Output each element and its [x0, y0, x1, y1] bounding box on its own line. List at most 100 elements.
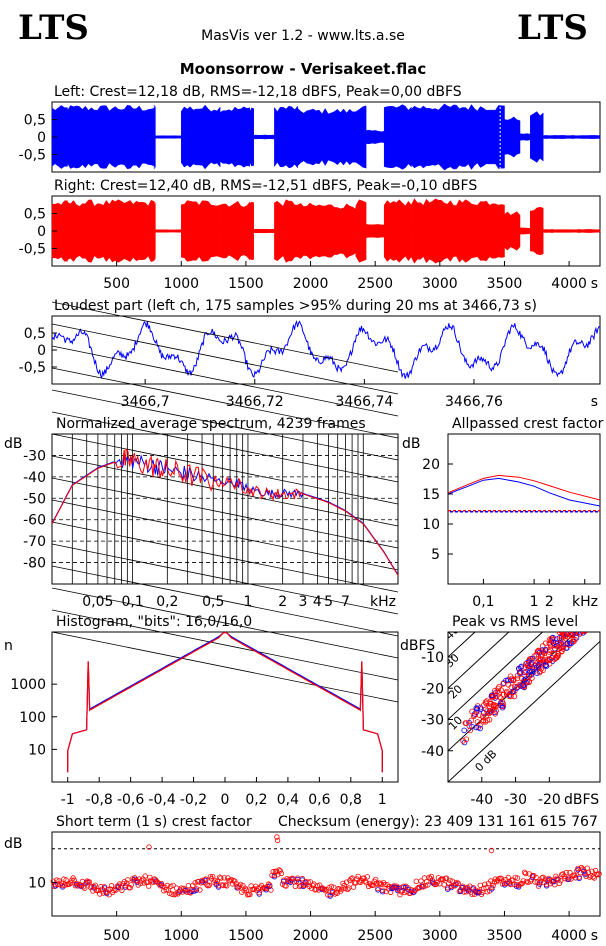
- pvr-point: [589, 610, 594, 615]
- pvr-point: [582, 619, 587, 624]
- loudest-part-title: Loudest part (left ch, 175 samples >95% …: [54, 298, 537, 314]
- stc-point-right: [170, 882, 176, 889]
- pvr-point: [578, 624, 583, 629]
- stc-point-right: [105, 886, 111, 893]
- pvr-point: [550, 640, 557, 646]
- crest-series-line: [447, 477, 601, 507]
- ytick-label: 0,5: [24, 113, 46, 129]
- stc-point-right: [128, 882, 134, 888]
- stc-point-right: [592, 867, 599, 874]
- stc-point-right: [469, 891, 475, 897]
- stc-point-right: [278, 870, 284, 877]
- xtick-label: 3466,76: [445, 394, 503, 410]
- crest-series-line: [447, 474, 601, 501]
- pvr-point: [534, 670, 540, 676]
- histogram-right-line: [67, 632, 383, 773]
- pvr-point: [529, 655, 536, 662]
- pvr-point: [510, 688, 517, 694]
- pvr-point: [558, 637, 565, 643]
- stc-point-right: [482, 881, 488, 887]
- spectrum-slope-line: [51, 345, 399, 417]
- pvr-point: [580, 632, 586, 636]
- stc-point-right: [67, 880, 74, 886]
- pvr-point: [468, 717, 475, 724]
- ytick-label: 100: [19, 710, 46, 726]
- pvr-point: [578, 622, 583, 627]
- histogram-title: Histogram, "bits": 16,0/16,0: [56, 614, 252, 630]
- spectrum-title: Normalized average spectrum, 4239 frames: [56, 416, 366, 432]
- waveform-segment: [219, 200, 251, 262]
- spectrum-slope-line: [51, 565, 399, 637]
- pvr-point: [509, 689, 516, 696]
- histogram-frame: [51, 631, 399, 783]
- stc-point-right: [490, 883, 496, 889]
- histogram-left-line: [67, 632, 383, 773]
- waveform-segment: [297, 202, 357, 260]
- pvr-point: [582, 622, 587, 627]
- stc-point-right: [498, 875, 504, 881]
- stc-point-right: [119, 887, 125, 893]
- spectrum-slope-line: [51, 323, 399, 395]
- xtick-label: 1000: [163, 276, 199, 292]
- pvr-point: [591, 614, 596, 619]
- xtick-label: -20: [538, 792, 561, 808]
- xtick-label: 2000: [293, 276, 329, 292]
- xtick-label: 3000: [422, 928, 458, 944]
- stc-point-right: [590, 874, 596, 880]
- stc-point-right: [197, 887, 203, 893]
- stc-point-right: [514, 875, 521, 881]
- pvr-point: [500, 681, 507, 687]
- histogram-ylabel: n: [4, 638, 13, 654]
- xtick-label: -0,6: [117, 792, 144, 808]
- waveform-segment: [67, 105, 155, 169]
- pvr-point: [581, 632, 588, 635]
- ytick-label: -30: [421, 713, 444, 729]
- waveform-segment: [504, 116, 521, 158]
- peak-vs-rms-plot: 0 dB 10 20 30 40 -10 -20 -30 -40 -40 -30 -20: [421, 610, 600, 808]
- waveform-segment: [51, 105, 68, 169]
- stc-point-right: [413, 878, 419, 884]
- waveform-segment: [504, 211, 521, 251]
- ytick-label: 0,5: [24, 207, 46, 223]
- pvr-point: [477, 725, 483, 732]
- checksum-text: Checksum (energy): 23 409 131 161 615 76…: [278, 814, 598, 830]
- pvr-point: [474, 705, 481, 712]
- pvr-point: [570, 636, 577, 642]
- waveform-segment: [355, 199, 367, 263]
- ytick-label: 1000: [10, 677, 46, 693]
- spectrum-slope-line: [51, 411, 399, 483]
- pvr-point: [594, 614, 599, 619]
- ytick-label: -0,5: [19, 242, 46, 258]
- pvr-point: [540, 667, 546, 674]
- stc-point-right: [223, 883, 230, 889]
- xtick-label: 0,1: [121, 594, 143, 610]
- pvr-point: [561, 632, 568, 639]
- pvr-point: [499, 698, 506, 705]
- pvr-point: [520, 682, 527, 688]
- pvr-point: [554, 654, 560, 661]
- stc-point-right: [382, 881, 388, 888]
- stc-point-right: [98, 883, 104, 890]
- stc-point-right: [372, 876, 379, 883]
- spectrum-frame: [51, 433, 399, 585]
- pvr-point: [546, 640, 553, 646]
- stc-point-right: [97, 891, 103, 897]
- pvr-point: [564, 640, 571, 647]
- pvr-point: [584, 622, 589, 627]
- ytick-label: -30: [23, 448, 46, 464]
- waveform-segment: [519, 227, 531, 235]
- pvr-point: [584, 612, 589, 617]
- pvr-diagonal-label: 10: [446, 714, 465, 733]
- stc-point-right: [247, 891, 253, 898]
- pvr-point: [474, 719, 481, 725]
- pvr-point: [557, 632, 563, 634]
- pvr-point: [581, 632, 587, 634]
- stc-point-right: [557, 878, 564, 884]
- pvr-point: [579, 620, 584, 625]
- ytick-label: 10: [28, 875, 46, 891]
- stc-point-right: [582, 870, 588, 876]
- pvr-point: [587, 611, 592, 616]
- stc-point-right: [552, 882, 558, 888]
- waveform-segment: [153, 104, 156, 170]
- stc-point-right: [268, 887, 274, 893]
